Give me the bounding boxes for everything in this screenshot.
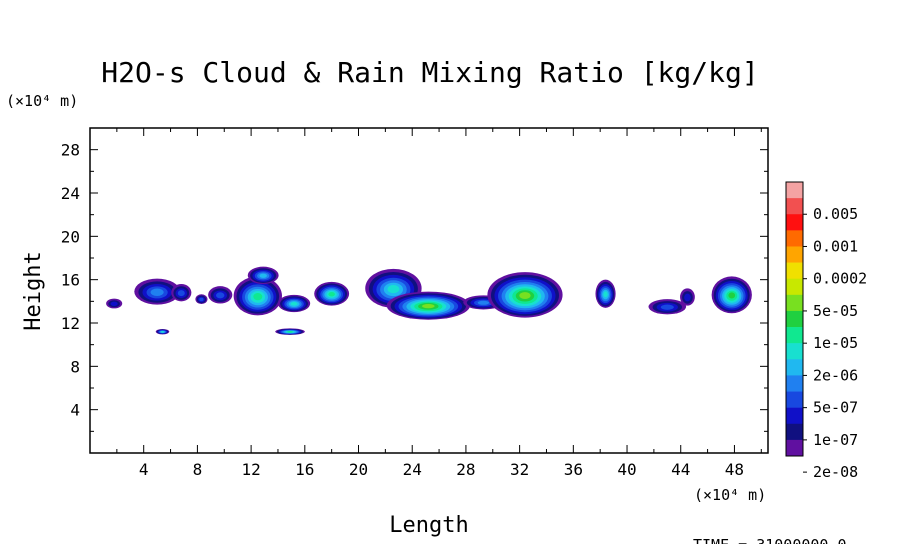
y-tick-label: 16 [61,271,80,290]
cloud-contour-14-6 [603,291,608,298]
x-tick-label: 20 [349,460,368,479]
cloud-region-11 [386,291,470,320]
cloud-region-13 [487,272,563,318]
colorbar-swatch [786,407,803,425]
cloud-region-3 [171,284,192,302]
cloud-contour-7-5 [259,273,267,278]
cloud-contour-1-2 [110,301,118,306]
colorbar-label: 1e-07 [813,431,858,449]
colorbar-label: 5e-07 [813,399,858,417]
cloud-contour-19-7 [287,330,293,333]
x-tick-label: 4 [139,460,149,479]
cloud-region-4 [195,294,208,305]
colorbar-swatch [786,359,803,376]
y-tick-label: 28 [61,141,80,160]
colorbar-label: 2e-06 [813,366,858,384]
y-tick-label: 12 [61,314,80,333]
cloud-region-15 [648,299,687,315]
x-tick-label: 12 [241,460,260,479]
x-tick-label: 36 [564,460,583,479]
colorbar-swatch [786,262,803,280]
cloud-region-9 [314,281,350,306]
colorbar-swatch [786,278,803,296]
cloud-contour-16-2 [684,293,691,302]
colorbar: 0.005 0.001 0.0002 5e-05 1e-05 2e-06 5e-07 1e-0… [785,181,867,481]
cloud-region-2 [134,278,180,305]
x-tick-label: 28 [456,460,475,479]
x-tick-label: 40 [617,460,636,479]
x-axis-title: Length [389,513,468,538]
colorbar-swatch [786,310,803,328]
y-tick-label: 24 [61,184,80,203]
cloud-contour-8-6 [290,302,298,306]
cloud-contour-13-9 [519,292,531,299]
y-tick-label: 8 [70,357,80,376]
colorbar-swatch [786,230,803,247]
x-tick-label: 8 [193,460,203,479]
cloud-contour-5-3 [216,292,225,299]
x-tick-label: 44 [671,460,690,479]
cloud-contour-2-4 [150,288,164,296]
colorbar-swatch [786,198,803,215]
colorbar-swatch [786,214,803,231]
colorbar-label: 5e-05 [813,302,858,320]
cloud-contour-18-6 [161,330,164,333]
cloud-region-1 [106,298,123,309]
x-tick-label: 16 [295,460,314,479]
cloud-region-6 [233,276,282,316]
cloud-contour-6-7 [253,293,263,301]
colorbar-swatch [786,375,803,392]
cloud-region-8 [277,294,311,313]
x-tick-label: 48 [725,460,744,479]
cloud-contour-4-3 [199,297,204,302]
colorbar-swatch [786,294,803,312]
cloud-region-18 [155,328,170,335]
cloud-region-19 [275,328,305,335]
cloud-region-7 [247,266,279,285]
colorbar-swatch [786,423,803,441]
cloud-contour-12-4 [477,300,490,305]
cloud-region-17 [711,276,752,314]
cloud-contour-17-8 [728,292,736,299]
colorbar-label: 1e-05 [813,334,858,352]
colorbar-swatch [786,391,803,408]
colorbar-swatch [786,343,803,360]
colorbar-label: 0.0002 [813,270,867,288]
cloud-contour-11-9 [422,303,435,309]
time-label: TIME = 31000000.0 [693,536,847,544]
cloud-contour-10-6 [387,285,400,294]
x-tick-label: 32 [510,460,529,479]
cloud-region-16 [680,288,695,306]
cloud-region-5 [208,286,233,304]
colorbar-swatch [786,439,803,457]
colorbar-swatch [786,182,803,199]
y-tick-label: 4 [70,401,80,420]
chart-title: H2O-s Cloud & Rain Mixing Ratio [kg/kg] [101,56,758,89]
colorbar-label: 0.005 [813,205,858,223]
x-axis-unit: (×10⁴ m) [694,486,766,504]
y-axis-unit: (×10⁴ m) [6,92,78,110]
cloud-contour-15-3 [660,304,674,310]
colorbar-swatch [786,246,803,263]
colorbar-swatch [786,327,803,344]
colorbar-label: 0.001 [813,237,858,255]
y-tick-label: 20 [61,227,80,246]
cloud-region-14 [595,279,616,308]
cloud-contour-3-3 [177,290,185,297]
plot-frame [89,127,769,454]
colorbar-label: 2e-08 [813,463,858,481]
x-tick-label: 24 [403,460,422,479]
cloud-contour-9-7 [328,291,335,297]
y-axis-title: Height [21,251,46,330]
colorbar-frame [785,181,804,457]
